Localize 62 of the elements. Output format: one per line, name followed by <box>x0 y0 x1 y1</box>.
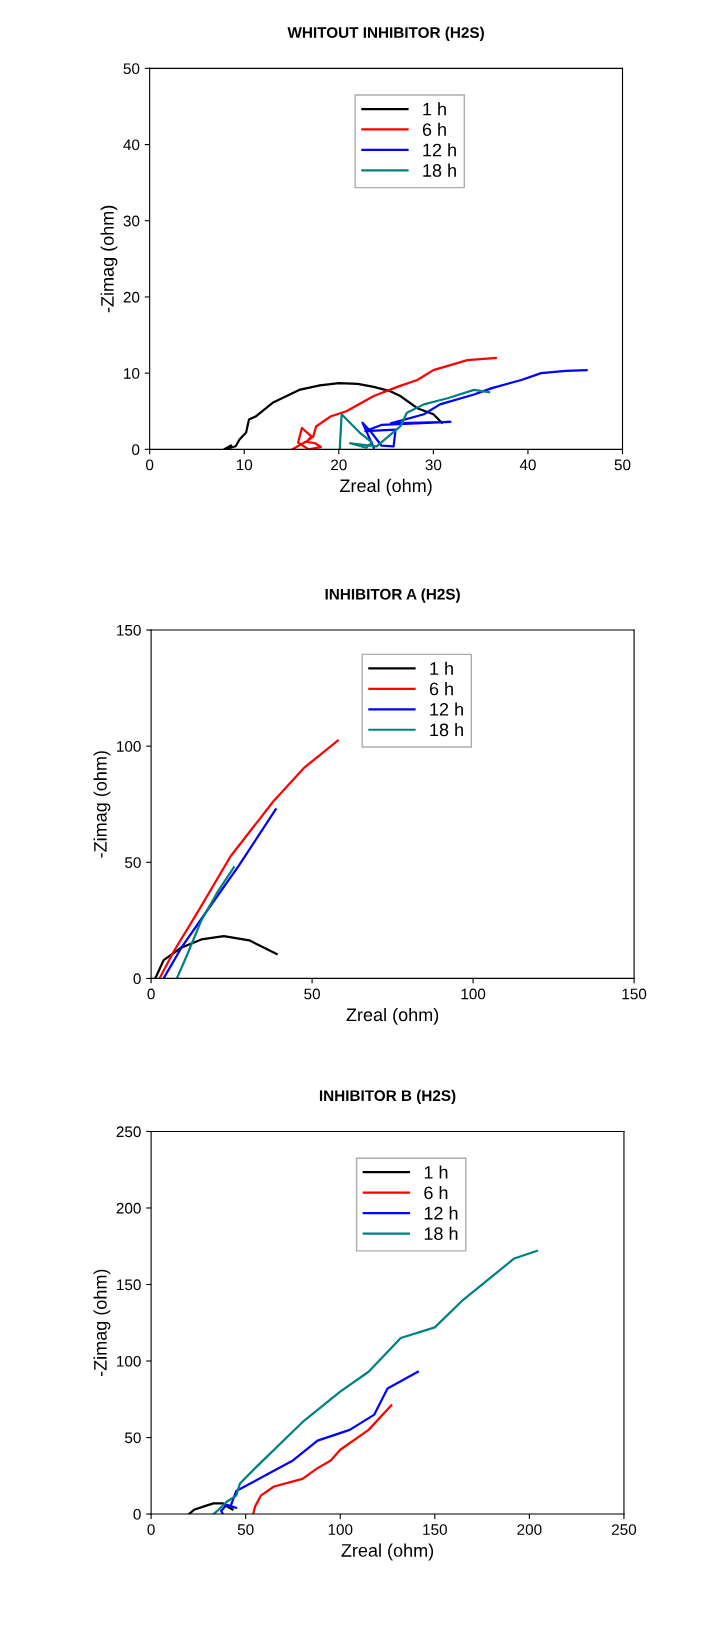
line-series <box>175 866 235 979</box>
legend-label: 6 h <box>424 1185 448 1200</box>
x-tick-label: 100 <box>328 1524 353 1535</box>
x-tick-label: 40 <box>519 459 536 471</box>
line-series <box>338 388 491 450</box>
y-tick-label: 10 <box>124 368 140 379</box>
legend-label: 12 h <box>424 1206 458 1220</box>
y-axis-title: -Zimag (ohm) <box>100 205 118 313</box>
legend-label: 18 h <box>430 722 463 737</box>
line-series <box>361 368 588 449</box>
y-tick-label: 50 <box>123 63 140 75</box>
line-series <box>162 808 277 979</box>
x-axis-title: Zreal (ohm) <box>340 478 432 496</box>
x-tick-label: 10 <box>236 459 253 471</box>
line-series <box>212 1249 539 1515</box>
y-axis-title: -Zimag (ohm) <box>93 751 111 858</box>
line-series <box>252 1404 393 1515</box>
y-tick-label: 200 <box>116 1202 141 1214</box>
legend-label: 1 h <box>423 102 446 116</box>
line-series <box>219 1370 419 1515</box>
y-axis-title: -Zimag (ohm) <box>93 1269 111 1377</box>
legend-label: 12 h <box>430 702 463 716</box>
legend-label: 18 h <box>423 163 456 177</box>
legend-label: 6 h <box>422 122 446 136</box>
x-tick-label: 200 <box>517 1524 542 1535</box>
y-tick-label: 100 <box>117 1355 141 1367</box>
legend-label: 6 h <box>429 682 453 696</box>
x-tick-label: 50 <box>614 459 631 471</box>
x-tick-label: 150 <box>423 1524 447 1535</box>
legend-label: 18 h <box>424 1226 458 1241</box>
y-tick-label: 20 <box>123 291 140 303</box>
y-tick-label: 250 <box>116 1126 141 1138</box>
x-tick-label: 0 <box>147 1524 155 1535</box>
x-tick-label: 20 <box>331 459 347 471</box>
line-series <box>158 739 339 979</box>
x-axis-title: Zreal (ohm) <box>346 1007 439 1025</box>
y-tick-label: 0 <box>132 444 140 456</box>
chart-title: INHIBITOR B (H2S) <box>319 1089 456 1105</box>
y-tick-label: 0 <box>133 1508 141 1520</box>
x-tick-label: 0 <box>147 988 155 1000</box>
x-tick-label: 30 <box>425 459 442 471</box>
x-tick-label: 0 <box>146 459 154 471</box>
y-tick-label: 40 <box>123 139 140 151</box>
y-tick-label: 50 <box>125 857 141 868</box>
y-tick-label: 50 <box>125 1432 141 1444</box>
legend-label: 12 h <box>423 143 456 157</box>
y-tick-label: 0 <box>133 973 141 985</box>
y-tick-label: 100 <box>117 741 141 752</box>
x-tick-label: 150 <box>622 988 647 1000</box>
y-tick-label: 30 <box>123 215 140 227</box>
x-tick-label: 100 <box>461 988 486 1000</box>
y-tick-label: 150 <box>117 1279 141 1291</box>
line-series <box>291 356 497 450</box>
chart-title: WHITOUT INHIBITOR (H2S) <box>287 26 484 41</box>
x-tick-label: 50 <box>304 988 320 1000</box>
x-tick-label: 50 <box>237 1524 254 1535</box>
y-tick-label: 150 <box>117 624 141 636</box>
x-axis-title: Zreal (ohm) <box>341 1543 434 1561</box>
legend-label: 1 h <box>430 661 453 675</box>
legend-label: 1 h <box>424 1165 448 1179</box>
chart-title: INHIBITOR A (H2S) <box>325 588 460 603</box>
x-tick-label: 250 <box>611 1524 637 1535</box>
